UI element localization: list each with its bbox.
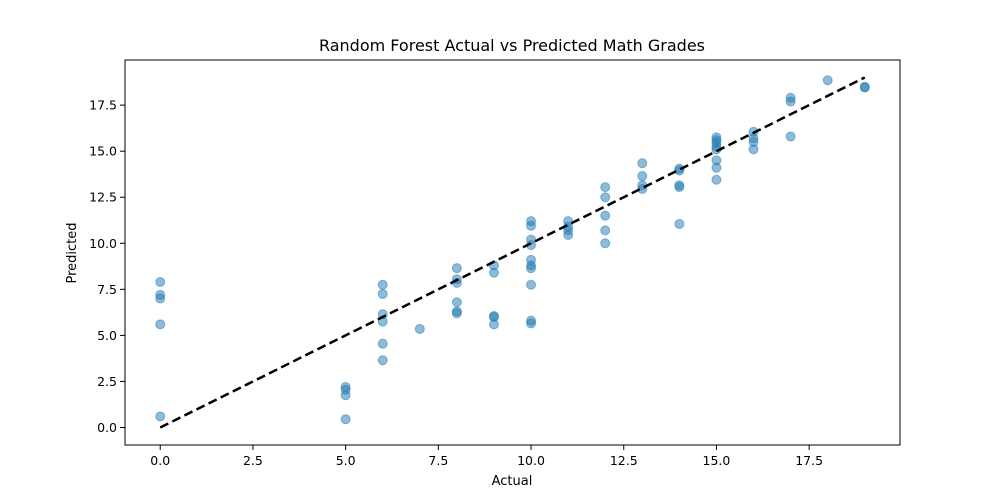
data-point (600, 225, 611, 236)
data-points (155, 75, 870, 425)
x-tick-label: 2.5 (243, 453, 263, 468)
data-point (637, 171, 648, 182)
plot-frame (124, 59, 901, 446)
data-point (526, 318, 537, 329)
data-point (600, 192, 611, 203)
data-point (155, 411, 166, 422)
data-point (711, 174, 722, 185)
data-point (488, 267, 499, 278)
y-tick-label: 7.5 (97, 282, 117, 297)
y-tick-label: 2.5 (97, 374, 117, 389)
data-point (377, 279, 388, 290)
data-point (600, 238, 611, 249)
data-point (526, 263, 537, 274)
data-point (414, 323, 425, 334)
x-tick-label: 17.5 (795, 453, 823, 468)
y-axis-ticks: 0.0 2.5 5.0 7.5 10.0 12.5 15.0 17.5 (89, 98, 125, 435)
y-tick-label: 17.5 (89, 98, 117, 113)
x-tick-label: 7.5 (428, 453, 448, 468)
data-point (377, 288, 388, 299)
x-tick-label: 5.0 (336, 453, 356, 468)
chart-title: Random Forest Actual vs Predicted Math G… (319, 36, 705, 55)
data-point (785, 96, 796, 107)
data-point (340, 390, 351, 401)
data-point (674, 182, 685, 193)
x-tick-label: 0.0 (150, 453, 170, 468)
data-point (451, 308, 462, 319)
y-tick-label: 5.0 (97, 328, 117, 343)
data-point (155, 319, 166, 330)
data-point (340, 414, 351, 425)
reference-line (159, 76, 866, 429)
y-axis-label: Predicted (65, 222, 80, 283)
data-point (711, 162, 722, 173)
x-axis-ticks: 0.0 2.5 5.0 7.5 10.0 12.5 15.0 17.5 (150, 445, 823, 468)
data-point (674, 218, 685, 229)
data-point (600, 210, 611, 221)
data-point (451, 297, 462, 308)
y-tick-label: 0.0 (97, 420, 117, 435)
y-tick-label: 12.5 (89, 190, 117, 205)
data-point (563, 230, 574, 240)
x-tick-label: 12.5 (610, 453, 638, 468)
data-point (377, 338, 388, 349)
y-tick-label: 15.0 (89, 144, 117, 159)
x-tick-label: 15.0 (703, 453, 731, 468)
data-point (859, 82, 870, 93)
data-point (600, 182, 611, 193)
data-point (748, 144, 759, 155)
data-point (488, 319, 499, 330)
data-point (155, 276, 166, 287)
x-tick-label: 10.0 (517, 453, 545, 468)
data-point (785, 131, 796, 142)
data-point (377, 355, 388, 366)
y-tick-label: 10.0 (89, 236, 117, 251)
data-point (526, 220, 537, 231)
data-point (155, 293, 166, 304)
data-point (526, 279, 537, 290)
x-axis-label: Actual (492, 474, 533, 489)
data-point (637, 158, 648, 169)
data-point (822, 75, 833, 86)
data-point (451, 263, 462, 274)
